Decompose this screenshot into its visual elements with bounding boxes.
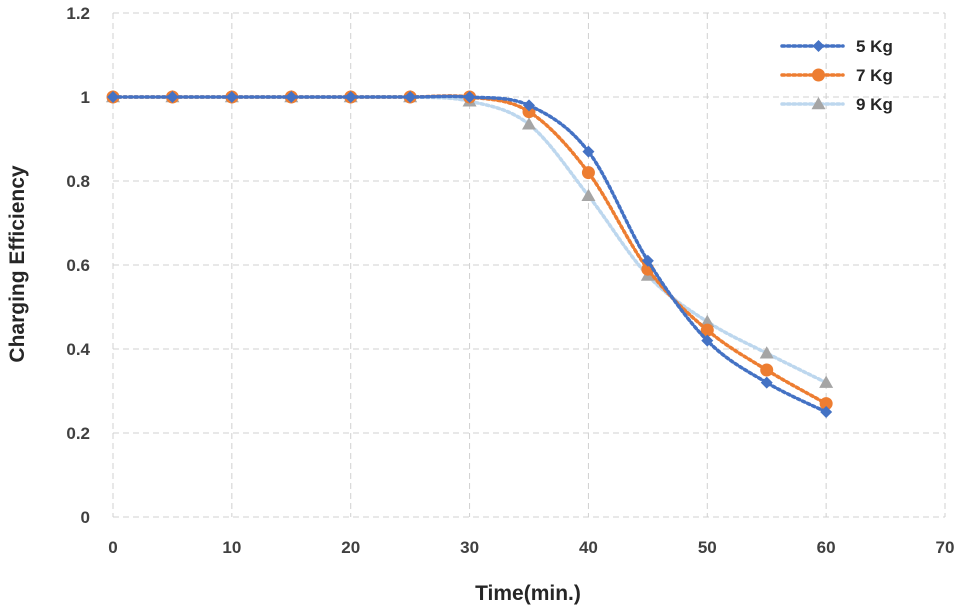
x-tick-label: 10 (222, 538, 241, 557)
data-point (701, 334, 714, 347)
data-point (700, 314, 715, 327)
y-tick-label: 0 (81, 508, 90, 527)
legend-label: 7 Kg (856, 66, 893, 85)
legend-item: 5 Kg (780, 37, 893, 56)
legend-item: 9 Kg (780, 95, 893, 114)
x-tick-label: 40 (579, 538, 598, 557)
legend: 5 Kg 7 Kg 9 Kg (780, 37, 893, 114)
x-tick-label: 70 (936, 538, 955, 557)
data-point (107, 91, 119, 103)
data-point (166, 91, 179, 103)
x-axis-title: Time(min.) (475, 582, 581, 605)
legend-marker (812, 68, 825, 82)
data-point (463, 91, 476, 103)
legend-marker (811, 97, 826, 110)
series-group (106, 90, 834, 418)
data-point (225, 91, 238, 103)
legend-label: 9 Kg (856, 95, 893, 114)
data-point (760, 363, 774, 377)
data-point (759, 346, 774, 359)
y-tick-label: 0.6 (66, 256, 90, 275)
data-point (819, 375, 834, 388)
data-point (700, 323, 714, 337)
y-axis-title: Charging Efficiency (6, 165, 29, 363)
data-point (582, 145, 595, 158)
data-point (522, 117, 536, 130)
legend-label: 5 Kg (856, 37, 893, 56)
y-tick-label: 1 (81, 88, 90, 107)
x-tick-label: 30 (460, 538, 479, 557)
y-tick-labels: 0 0.2 0.4 0.6 0.8 1 1.2 (66, 4, 90, 527)
y-tick-label: 0.2 (66, 424, 90, 443)
data-point (641, 254, 654, 267)
data-point (760, 376, 773, 389)
data-point (285, 91, 298, 103)
data-point (581, 188, 596, 201)
x-tick-label: 0 (108, 538, 117, 557)
x-tick-labels: 0 10 20 30 40 50 60 70 (108, 538, 954, 557)
series-5-kg (107, 91, 833, 418)
y-tick-label: 1.2 (66, 4, 90, 23)
x-tick-label: 50 (698, 538, 717, 557)
grid (112, 12, 946, 518)
legend-item: 7 Kg (780, 66, 893, 85)
data-point (404, 91, 417, 103)
legend-marker (812, 40, 825, 52)
x-tick-label: 20 (341, 538, 360, 557)
x-tick-label: 60 (817, 538, 836, 557)
data-point (581, 166, 595, 180)
data-point (523, 99, 535, 112)
y-tick-label: 0.4 (66, 340, 90, 359)
y-tick-label: 0.8 (66, 172, 90, 191)
data-point (820, 406, 833, 418)
data-point (819, 397, 833, 411)
data-point (344, 91, 357, 103)
